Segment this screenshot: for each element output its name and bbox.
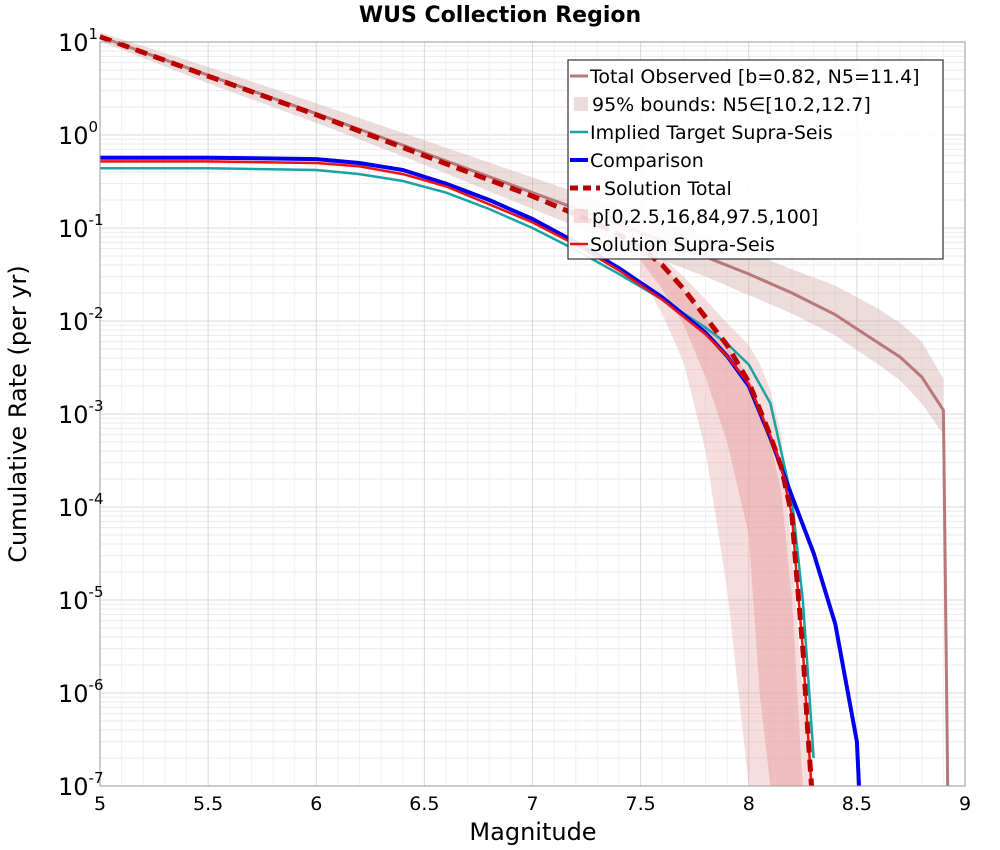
y-tick-label: 10-3 — [58, 397, 104, 429]
y-tick-base: 10 — [58, 122, 89, 150]
plot-frame — [99, 41, 966, 787]
legend-entry-label: 95% bounds: N5∈[10.2,12.7] — [592, 94, 871, 116]
x-axis-label: Magnitude — [469, 818, 596, 846]
y-tick-base: 10 — [58, 773, 89, 801]
x-tick-label: 5 — [94, 793, 106, 815]
y-tick-exponent: -7 — [89, 769, 104, 787]
x-tick-label: 8.5 — [842, 793, 872, 815]
legend-entry-label: Total Observed [b=0.82, N5=11.4] — [589, 66, 920, 88]
y-tick-label: 100 — [58, 118, 98, 150]
y-tick-exponent: -4 — [89, 490, 104, 508]
y-tick-exponent: 0 — [89, 118, 99, 136]
x-tick-label: 8 — [743, 793, 755, 815]
uncertainty-bands — [100, 32, 944, 786]
legend-box — [567, 59, 944, 260]
y-tick-base: 10 — [58, 308, 89, 336]
y-tick-exponent: -3 — [89, 397, 104, 415]
y-tick-base: 10 — [58, 401, 89, 429]
x-tick-label: 7.5 — [626, 793, 656, 815]
x-tick-label: 6.5 — [409, 793, 439, 815]
y-tick-exponent: 1 — [89, 25, 99, 43]
legend-swatch — [574, 97, 588, 111]
y-tick-base: 10 — [58, 215, 89, 243]
y-tick-exponent: -1 — [89, 211, 104, 229]
y-tick-label: 10-6 — [58, 676, 104, 708]
series-lines — [99, 34, 950, 787]
legend-entry-label: Solution Supra-Seis — [590, 234, 775, 256]
x-tick-label: 6 — [310, 793, 322, 815]
y-tick-label: 10-1 — [58, 211, 104, 243]
legend-entry-label: p[0,2.5,16,84,97.5,100] — [592, 206, 818, 228]
y-tick-exponent: -2 — [89, 304, 104, 322]
y-tick-label: 10-2 — [58, 304, 104, 336]
y-tick-exponent: -5 — [89, 583, 104, 601]
series-line-solution-total — [99, 34, 814, 787]
legend-entry-label: Comparison — [590, 150, 704, 172]
series-line-comparison — [100, 155, 861, 787]
y-tick-base: 10 — [58, 680, 89, 708]
y-tick-exponent: -6 — [89, 676, 104, 694]
chart-title: WUS Collection Region — [359, 3, 641, 28]
y-tick-base: 10 — [58, 494, 89, 522]
x-tick-label: 5.5 — [193, 793, 223, 815]
legend-swatch — [574, 209, 588, 223]
y-tick-base: 10 — [58, 587, 89, 615]
legend: Total Observed [b=0.82, N5=11.4] 95% boun… — [567, 59, 944, 260]
legend-entry-label: Solution Total — [604, 178, 732, 200]
y-axis-label: Cumulative Rate (per yr) — [4, 265, 32, 563]
legend-entry-label: Implied Target Supra-Seis — [590, 122, 833, 144]
y-tick-label: 10-5 — [58, 583, 104, 615]
x-tick-label: 7 — [526, 793, 538, 815]
bounds-band — [100, 32, 944, 435]
percentile-band — [640, 245, 814, 786]
y-tick-label: 10-7 — [58, 769, 104, 801]
y-tick-label: 101 — [58, 25, 98, 57]
x-tick-label: 9 — [959, 793, 971, 815]
y-tick-base: 10 — [58, 29, 89, 57]
y-tick-label: 10-4 — [58, 490, 104, 522]
x-axis-ticks: 5 5.5 6 6.5 7 7.5 8 8.5 9 — [94, 793, 971, 815]
